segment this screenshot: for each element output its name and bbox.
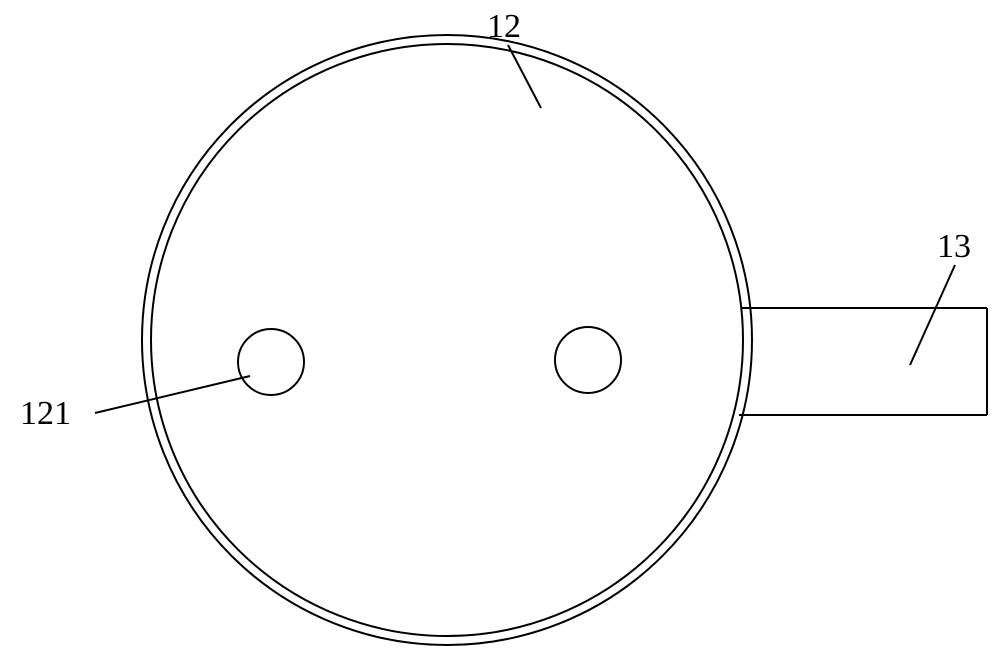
inner-circle	[151, 44, 743, 636]
leader-13	[910, 265, 955, 365]
label-12: 12	[487, 8, 521, 46]
label-121: 121	[20, 395, 71, 433]
label-13: 13	[937, 228, 971, 266]
